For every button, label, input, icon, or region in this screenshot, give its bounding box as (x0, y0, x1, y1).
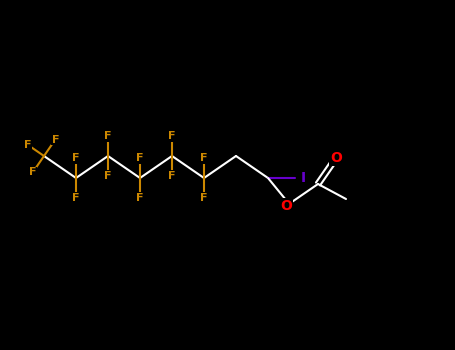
Text: O: O (330, 151, 342, 165)
Text: F: F (72, 153, 80, 163)
Text: F: F (200, 153, 208, 163)
Text: F: F (168, 171, 176, 181)
Text: F: F (72, 193, 80, 203)
Text: F: F (104, 171, 112, 181)
Text: F: F (24, 140, 31, 150)
Text: O: O (280, 199, 292, 213)
Text: F: F (136, 193, 144, 203)
Text: F: F (168, 131, 176, 141)
Text: F: F (104, 131, 112, 141)
Text: F: F (200, 193, 208, 203)
Text: F: F (51, 134, 59, 145)
Text: F: F (136, 153, 144, 163)
Text: F: F (29, 168, 36, 177)
Text: I: I (300, 171, 306, 185)
